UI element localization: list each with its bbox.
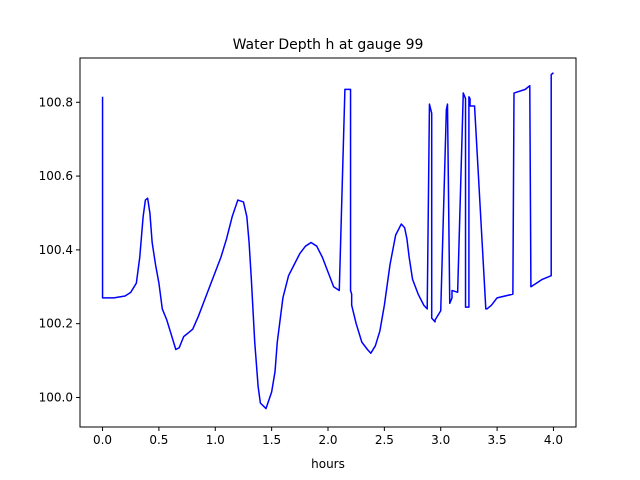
x-axis-label: hours: [311, 457, 345, 471]
y-tick-label: 100.6: [39, 169, 73, 183]
series-layer: [101, 72, 554, 410]
series-line-0: [101, 72, 554, 410]
x-tick-label: 2.0: [318, 433, 337, 447]
x-tick-label: 1.5: [262, 433, 281, 447]
x-tick-label: 0.5: [149, 433, 168, 447]
x-tick-label: 1.0: [206, 433, 225, 447]
x-tick-label: 3.0: [431, 433, 450, 447]
y-tick-label: 100.2: [39, 317, 73, 331]
x-tick-label: 2.5: [375, 433, 394, 447]
y-tick-label: 100.0: [39, 390, 73, 404]
x-axis: 0.0 0.5 1.0 1.5 2.0 2.5 3.0 3.5 4.0: [93, 427, 563, 447]
y-axis: 100.0 100.2 100.4 100.6 100.8: [39, 95, 80, 404]
x-tick-label: 3.5: [488, 433, 507, 447]
y-tick-label: 100.8: [39, 95, 73, 109]
chart-title: Water Depth h at gauge 99: [233, 37, 424, 53]
x-tick-label: 4.0: [544, 433, 563, 447]
x-tick-label: 0.0: [93, 433, 112, 447]
y-tick-label: 100.4: [39, 243, 73, 257]
